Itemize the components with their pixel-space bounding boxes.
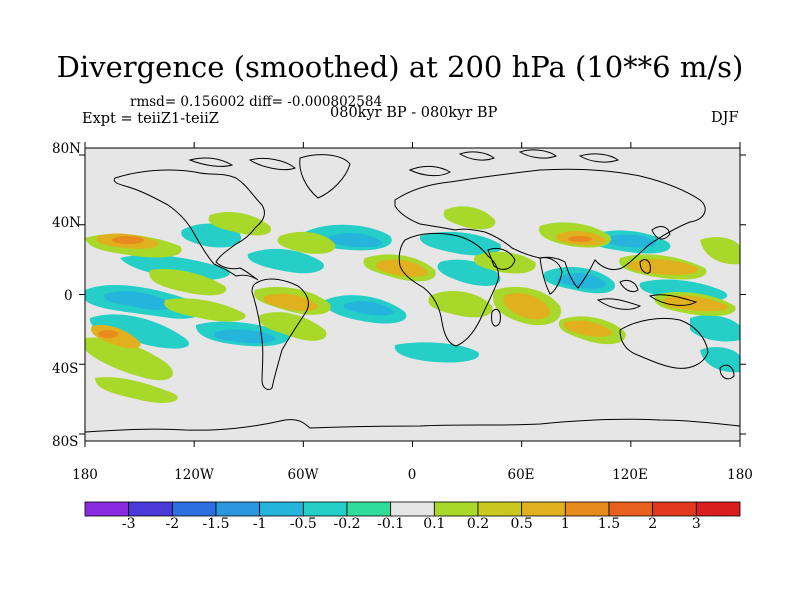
colorbar-box bbox=[521, 501, 566, 517]
colorbar-label: 1.5 bbox=[597, 516, 621, 532]
colorbar-box bbox=[695, 501, 741, 517]
lon-label-120e: 120E bbox=[612, 467, 648, 483]
colorbar-box bbox=[259, 501, 304, 517]
colorbar-box bbox=[84, 501, 130, 517]
colorbar-label: 0.5 bbox=[510, 516, 533, 532]
lon-label-60e: 60E bbox=[507, 467, 535, 483]
colorbar-box bbox=[608, 501, 654, 517]
colorbar-box bbox=[302, 501, 348, 517]
colorbar-box bbox=[433, 501, 479, 517]
period-label: 080kyr BP - 080kyr BP bbox=[330, 105, 498, 121]
lon-label-180e: 180 bbox=[727, 467, 753, 483]
colorbar-label: 0.1 bbox=[423, 516, 446, 532]
colorbar-label: 1 bbox=[560, 516, 570, 532]
strong-positive-cores bbox=[91, 231, 729, 349]
colorbar-label: -3 bbox=[121, 516, 136, 532]
lat-label-eq: 0 bbox=[64, 288, 73, 304]
colorbar-box bbox=[215, 501, 261, 517]
colorbar-box bbox=[477, 501, 523, 517]
colorbar-box bbox=[346, 501, 392, 517]
colorbar-boxes bbox=[84, 501, 741, 517]
colorbar-label: -0.1 bbox=[377, 516, 405, 532]
colorbar-label: -0.2 bbox=[333, 516, 361, 532]
plot-title: Divergence (smoothed) at 200 hPa (10**6 … bbox=[56, 50, 744, 84]
axis-ticks bbox=[79, 142, 746, 447]
colorbar-label: 2 bbox=[648, 516, 658, 532]
colorbar-box bbox=[564, 501, 610, 517]
map-background bbox=[85, 148, 740, 441]
strong-negative-cores bbox=[104, 233, 657, 344]
experiment-label: Expt = teiiZ1-teiiZ bbox=[82, 111, 219, 127]
season-label: DJF bbox=[711, 110, 739, 126]
lon-label-60w: 60W bbox=[287, 467, 319, 483]
lat-label-40s: 40S bbox=[52, 361, 79, 377]
peak-positive-cores bbox=[98, 236, 592, 338]
lat-label-40n: 40N bbox=[52, 215, 81, 231]
colorbar-box bbox=[171, 501, 217, 517]
colorbar-label: 3 bbox=[691, 516, 701, 532]
colorbar-box bbox=[390, 501, 435, 517]
lat-label-80n: 80N bbox=[52, 141, 81, 157]
lon-label-120w: 120W bbox=[174, 467, 214, 483]
colorbar-box bbox=[652, 501, 697, 517]
divergence-field bbox=[85, 149, 740, 433]
colorbar-label: -2 bbox=[165, 516, 180, 532]
rmsd-diff-label: rmsd= 0.156002 diff= -0.000802584 bbox=[130, 94, 383, 110]
colorbar-box bbox=[128, 501, 173, 517]
colorbar-label: 0.2 bbox=[466, 516, 490, 532]
lat-label-80s: 80S bbox=[52, 434, 79, 450]
colorbar-label: -1 bbox=[252, 516, 267, 532]
colorbar-label: -0.5 bbox=[289, 516, 317, 532]
colorbar-label: -1.5 bbox=[202, 516, 230, 532]
coastlines bbox=[85, 149, 740, 433]
lon-label-0: 0 bbox=[407, 467, 417, 483]
lon-label-180w: 180 bbox=[72, 467, 98, 483]
